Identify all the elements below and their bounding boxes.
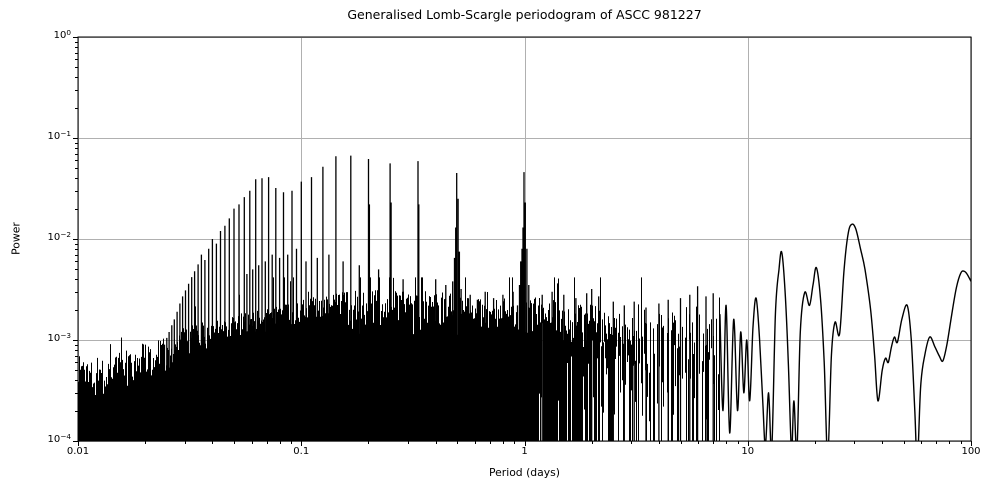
- x-axis-label: Period (days): [488, 466, 560, 479]
- y-tick-label: 100: [53, 27, 71, 42]
- x-tick-label: 100: [961, 446, 981, 457]
- axes-spines: [77, 36, 972, 442]
- x-tick-label: 0.1: [293, 446, 310, 457]
- x-tick-label: 1: [521, 446, 528, 457]
- y-tick-label: 10−3: [47, 330, 72, 345]
- y-tick-label: 10−2: [47, 229, 72, 244]
- periodogram-series: [78, 155, 971, 441]
- y-tick-label: 10−1: [47, 128, 72, 143]
- x-tick-label: 10: [741, 446, 755, 457]
- chart-title: Generalised Lomb-Scargle periodogram of …: [347, 7, 702, 22]
- axis-ticks: [73, 37, 972, 446]
- x-tick-label: 0.01: [66, 446, 90, 457]
- y-tick-label: 10−4: [47, 431, 72, 446]
